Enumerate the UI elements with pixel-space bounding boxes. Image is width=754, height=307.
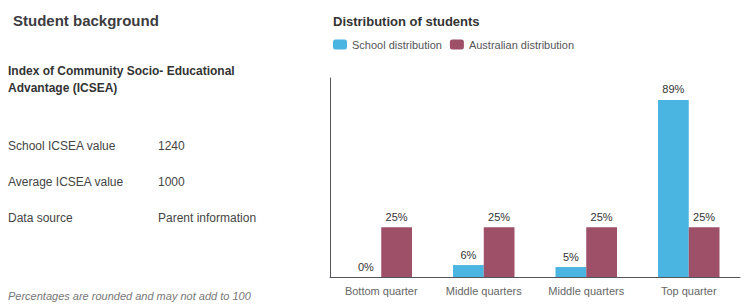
svg-text:Top quarter: Top quarter [661,285,717,297]
svg-text:0%: 0% [358,261,374,273]
svg-text:Average ICSEA value: Average ICSEA value [8,175,124,189]
svg-text:Middle quarters: Middle quarters [446,285,522,297]
svg-text:25%: 25% [591,211,613,223]
svg-text:Data source: Data source [8,211,73,225]
svg-text:1240: 1240 [158,139,185,153]
svg-text:School distribution: School distribution [352,39,442,51]
svg-text:Distribution of students: Distribution of students [333,14,480,29]
svg-text:Percentages are rounded and ma: Percentages are rounded and may not add … [8,290,252,302]
svg-text:School ICSEA value: School ICSEA value [8,139,116,153]
svg-text:25%: 25% [488,211,510,223]
svg-text:Advantage (ICSEA): Advantage (ICSEA) [8,81,117,95]
svg-text:Australian distribution: Australian distribution [469,39,574,51]
svg-text:1000: 1000 [158,175,185,189]
svg-text:Middle quarters: Middle quarters [548,285,624,297]
svg-text:Student background: Student background [13,12,159,29]
svg-text:5%: 5% [563,251,579,263]
svg-text:25%: 25% [693,211,715,223]
svg-text:Index of Community Socio- Educ: Index of Community Socio- Educational [8,64,235,78]
svg-text:6%: 6% [460,249,476,261]
svg-text:25%: 25% [386,211,408,223]
svg-text:89%: 89% [662,83,684,95]
svg-text:Parent information: Parent information [158,211,256,225]
svg-text:Bottom quarter: Bottom quarter [345,285,418,297]
